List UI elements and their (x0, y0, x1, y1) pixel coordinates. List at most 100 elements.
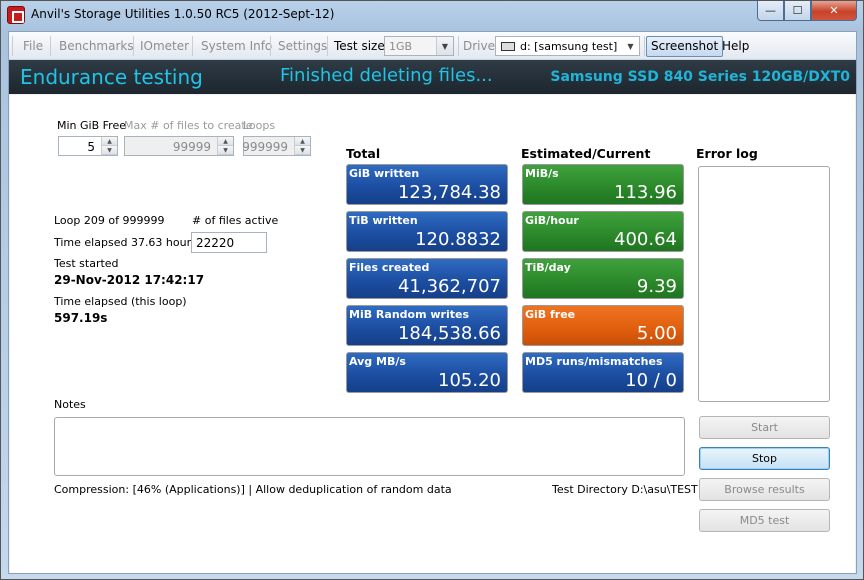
tile-tib-written: TiB written 120.8832 (346, 211, 508, 252)
time-elapsed: Time elapsed 37.63 hours (54, 236, 197, 249)
loops-value: 999999 (242, 140, 288, 154)
app-icon[interactable] (7, 6, 25, 24)
tile-label: MiB/s (525, 167, 559, 180)
md5-test-button[interactable]: MD5 test (699, 509, 830, 532)
tile-label: MD5 runs/mismatches (525, 355, 663, 368)
drive-select[interactable]: d: [samsung test] ▼ (495, 36, 640, 56)
menu-settings[interactable]: Settings (278, 39, 328, 53)
menu-separator (327, 36, 328, 56)
screenshot-button[interactable]: Screenshot (646, 36, 724, 57)
test-size-select[interactable]: 1GB ▼ (384, 36, 454, 56)
title-bar[interactable]: Anvil's Storage Utilities 1.0.50 RC5 (20… (1, 1, 863, 29)
test-started-label: Test started (54, 257, 119, 270)
mode-title: Endurance testing (20, 65, 203, 89)
menu-benchmarks[interactable]: Benchmarks (59, 39, 134, 53)
notes-textarea[interactable] (54, 417, 685, 476)
tile-label: GiB free (525, 308, 576, 321)
maximize-button[interactable]: ☐ (784, 1, 811, 21)
tile-label: TiB written (349, 214, 418, 227)
tile-label: MiB Random writes (349, 308, 470, 321)
menu-bar: File Benchmarks IOmeter System Info Sett… (9, 32, 856, 60)
main-panel: Min GiB Free Max # of files to create Lo… (10, 95, 855, 573)
totals-header: Total (346, 146, 381, 161)
test-directory: Test Directory D:\asu\TEST (552, 483, 698, 496)
min-gib-free-value: 5 (87, 140, 95, 154)
client-area: File Benchmarks IOmeter System Info Sett… (8, 31, 857, 574)
menu-help[interactable]: Help (722, 39, 750, 53)
minimize-icon: — (765, 4, 776, 17)
browse-results-button[interactable]: Browse results (699, 478, 830, 501)
minimize-button[interactable]: — (757, 1, 784, 21)
maximize-icon: ☐ (792, 4, 803, 17)
tile-value: 113.96 (614, 182, 677, 203)
loop-counter: Loop 209 of 999999 (54, 214, 165, 227)
test-started-value: 29-Nov-2012 17:42:17 (54, 273, 205, 287)
min-gib-free-label: Min GiB Free (57, 119, 126, 132)
tile-value: 123,784.38 (397, 182, 501, 203)
menu-separator (270, 36, 271, 56)
menu-iometer[interactable]: IOmeter (140, 39, 190, 53)
compression-info: Compression: [46% (Applications)] | Allo… (54, 483, 452, 496)
status-message: Finished deleting files... (280, 65, 493, 86)
menu-separator (192, 36, 193, 56)
spin-up-icon[interactable]: ▲ (218, 137, 233, 146)
spin-buttons: ▲ ▼ (217, 137, 233, 155)
tile-label: GiB/hour (525, 214, 579, 227)
menu-system-info[interactable]: System Info (201, 39, 273, 53)
close-icon: ✕ (829, 4, 839, 17)
menu-file[interactable]: File (23, 39, 44, 53)
start-button[interactable]: Start (699, 416, 830, 439)
files-active-field[interactable]: 22220 (191, 232, 267, 253)
tile-value: 400.64 (614, 229, 677, 250)
spin-buttons: ▲ ▼ (294, 137, 310, 155)
tile-gib-hour: GiB/hour 400.64 (522, 211, 684, 252)
loop-elapsed-label: Time elapsed (this loop) (54, 295, 187, 308)
error-log-header: Error log (696, 146, 758, 161)
menu-separator (133, 36, 134, 56)
tile-value: 41,362,707 (397, 276, 501, 297)
spin-down-icon[interactable]: ▼ (295, 146, 310, 155)
loops-stepper[interactable]: 999999 ▲ ▼ (242, 136, 311, 156)
stop-button[interactable]: Stop (699, 447, 830, 470)
menu-separator (458, 36, 459, 56)
tile-label: GiB written (349, 167, 420, 180)
tile-avg-mbs: Avg MB/s 105.20 (346, 352, 508, 393)
close-button[interactable]: ✕ (811, 1, 857, 21)
tile-value: 184,538.66 (397, 323, 501, 344)
spin-down-icon[interactable]: ▼ (218, 146, 233, 155)
chevron-down-icon[interactable]: ▼ (622, 37, 639, 55)
window-controls: — ☐ ✕ (757, 1, 857, 21)
status-banner: Endurance testing Finished deleting file… (9, 60, 856, 94)
tile-value: 9.39 (636, 276, 677, 297)
chevron-down-icon[interactable]: ▼ (436, 37, 453, 55)
window-title: Anvil's Storage Utilities 1.0.50 RC5 (20… (31, 7, 335, 21)
spin-buttons: ▲ ▼ (101, 137, 117, 155)
tile-label: Avg MB/s (349, 355, 406, 368)
estimated-header: Estimated/Current (521, 146, 651, 161)
min-gib-free-stepper[interactable]: 5 ▲ ▼ (58, 136, 118, 156)
files-active-label: # of files active (192, 214, 279, 227)
tile-mibs: MiB/s 113.96 (522, 164, 684, 205)
tile-gib-free: GiB free 5.00 (522, 305, 684, 346)
tile-files-created: Files created 41,362,707 (346, 258, 508, 299)
max-files-label: Max # of files to create (124, 119, 253, 132)
menu-separator (50, 36, 51, 56)
test-size-value: 1GB (389, 40, 413, 53)
drive-label: Drive (463, 39, 495, 53)
spin-down-icon[interactable]: ▼ (102, 146, 117, 155)
tile-random-writes: MiB Random writes 184,538.66 (346, 305, 508, 346)
loops-label: Loops (243, 119, 276, 132)
spin-up-icon[interactable]: ▲ (102, 137, 117, 146)
tile-md5-runs: MD5 runs/mismatches 10 / 0 (522, 352, 684, 393)
test-size-label: Test size (334, 39, 385, 53)
tile-value: 120.8832 (415, 229, 501, 250)
tile-gib-written: GiB written 123,784.38 (346, 164, 508, 205)
error-log-box[interactable] (698, 166, 830, 402)
max-files-value: 99999 (172, 140, 211, 154)
menu-separator (644, 36, 645, 56)
notes-label: Notes (54, 398, 86, 411)
drive-icon (501, 42, 515, 51)
max-files-stepper[interactable]: 99999 ▲ ▼ (124, 136, 234, 156)
spin-up-icon[interactable]: ▲ (295, 137, 310, 146)
